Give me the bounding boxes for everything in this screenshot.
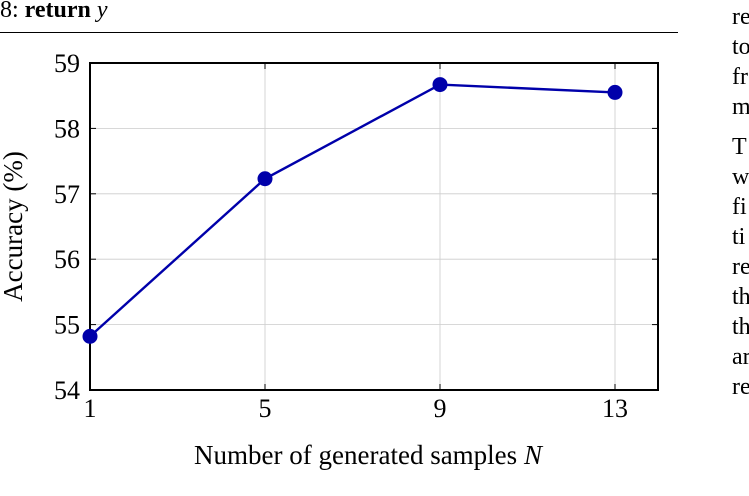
return-keyword: return [24, 0, 91, 23]
plot-border [89, 62, 659, 391]
algorithm-rule [0, 32, 678, 33]
x-axis-label: Number of generated samples N [194, 440, 544, 470]
algorithm-line-number: 8: [0, 0, 19, 23]
series-layer [82, 77, 623, 344]
data-point [257, 171, 273, 187]
right-column-fragment: re [732, 254, 749, 280]
series-line [89, 83, 616, 338]
y-tick-label: 58 [54, 114, 80, 143]
axis-labels: Number of generated samples N Accuracy (%… [0, 151, 544, 470]
right-column-fragment: th [732, 284, 749, 310]
y-tick-label: 55 [54, 311, 80, 340]
y-tick-label: 54 [54, 376, 80, 405]
data-point [82, 328, 98, 344]
return-variable: y [96, 0, 108, 23]
y-axis-label: Accuracy (%) [0, 151, 28, 302]
x-tick-label: 9 [434, 394, 447, 423]
x-tick-label: 5 [259, 394, 272, 423]
right-column-fragment: re [732, 4, 749, 30]
right-column-fragment: ar [732, 344, 749, 370]
grid-lines [89, 62, 658, 391]
data-point [607, 84, 623, 100]
data-point [432, 77, 448, 93]
y-tick-label: 57 [54, 180, 80, 209]
right-column-fragment: w [732, 164, 749, 190]
algorithm-line: 8: return y [0, 0, 108, 26]
right-column-fragment: T [732, 134, 747, 160]
y-tick-label: 59 [54, 49, 80, 78]
y-tick-label: 56 [54, 245, 80, 274]
x-tick-label: 1 [84, 394, 97, 423]
right-column-fragment: re [732, 374, 749, 400]
plot-frame [89, 62, 659, 391]
right-column-fragment: m [732, 94, 749, 120]
x-tick-label: 13 [602, 394, 628, 423]
right-column-fragment: fr [732, 64, 748, 90]
right-column-fragment: fi [732, 194, 747, 220]
right-column-fragment: th [732, 314, 749, 340]
right-column-fragment: ti [732, 224, 746, 250]
right-column-fragment: to [732, 34, 749, 60]
